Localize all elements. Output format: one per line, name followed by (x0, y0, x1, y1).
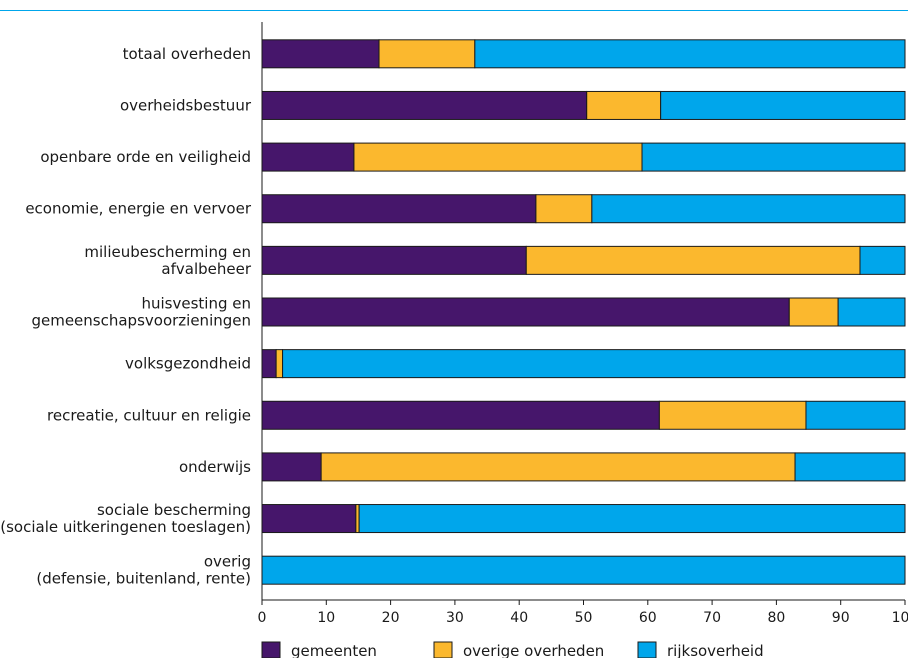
category-label: (defensie, buitenland, rente) (36, 570, 251, 588)
bar-segment-gemeenten (261, 90, 588, 120)
legend-label-gemeenten: gemeenten (291, 642, 377, 658)
x-tick-label: 10 (317, 610, 335, 626)
bar-segment-rijksoverheid (358, 504, 906, 534)
bar-segment-gemeenten (261, 39, 380, 69)
bar-segment-overige-overheden (525, 245, 861, 275)
bar-segment-rijksoverheid (859, 245, 906, 275)
category-label: gemeenschapsvoorzieningen (31, 312, 251, 330)
category-label: milieubescherming en (84, 243, 251, 261)
category-label: openbare orde en veiligheid (40, 148, 251, 166)
bar-segment-rijksoverheid (261, 555, 906, 585)
category-label: afvalbeheer (161, 260, 251, 278)
category-label: onderwijs (179, 458, 251, 476)
x-tick-label: 100 (892, 610, 908, 626)
top-accent-rule (0, 10, 908, 11)
category-label: sociale bescherming (97, 501, 251, 519)
category-label: economie, energie en vervoer (25, 200, 251, 218)
bar-segment-gemeenten (261, 245, 527, 275)
x-tick-label: 60 (639, 610, 657, 626)
x-tick-label: 80 (767, 610, 785, 626)
bar-segment-gemeenten (261, 504, 357, 534)
x-tick-label: 0 (258, 610, 267, 626)
bar-segment-overige-overheden (320, 452, 796, 482)
bar-segment-rijksoverheid (474, 39, 906, 69)
bar-segment-rijksoverheid (282, 349, 906, 379)
bar-segment-gemeenten (261, 142, 355, 172)
bar-segment-rijksoverheid (591, 194, 906, 224)
x-tick-label: 40 (510, 610, 528, 626)
bar-segment-rijksoverheid (641, 142, 906, 172)
legend-label-overige-overheden: overige overheden (463, 642, 604, 658)
bar-segment-gemeenten (261, 297, 790, 327)
bar-segment-overige-overheden (535, 194, 593, 224)
category-label: (sociale uitkeringenen toeslagen) (0, 518, 251, 536)
x-tick-label: 20 (382, 610, 400, 626)
category-label: huisvesting en (142, 295, 252, 313)
legend-label-rijksoverheid: rijksoverheid (667, 642, 764, 658)
legend-swatch-overige-overheden (433, 641, 453, 658)
bar-segment-rijksoverheid (660, 90, 906, 120)
x-tick-label: 90 (832, 610, 850, 626)
bar-segment-gemeenten (261, 349, 277, 379)
bar-segment-overige-overheden (378, 39, 476, 69)
x-tick-label: 30 (446, 610, 464, 626)
category-label: recreatie, cultuur en religie (47, 406, 251, 424)
category-label: totaal overheden (123, 45, 251, 63)
bar-segment-rijksoverheid (794, 452, 906, 482)
bar-segment-gemeenten (261, 400, 660, 430)
bar-segment-rijksoverheid (837, 297, 906, 327)
bar-segment-gemeenten (261, 452, 322, 482)
bar-segment-rijksoverheid (805, 400, 906, 430)
x-tick-label: 70 (703, 610, 721, 626)
bar-segment-overige-overheden (586, 90, 662, 120)
bar-segment-overige-overheden (353, 142, 643, 172)
x-tick-label: 50 (575, 610, 593, 626)
category-label: overig (204, 553, 251, 571)
legend-swatch-rijksoverheid (637, 641, 657, 658)
category-label: volksgezondheid (125, 355, 251, 373)
legend-swatch-gemeenten (261, 641, 281, 658)
bar-segment-gemeenten (261, 194, 537, 224)
category-label: overheidsbestuur (120, 96, 252, 114)
bar-segment-overige-overheden (658, 400, 807, 430)
bar-segment-overige-overheden (788, 297, 839, 327)
bar-segment-overige-overheden (275, 349, 284, 379)
